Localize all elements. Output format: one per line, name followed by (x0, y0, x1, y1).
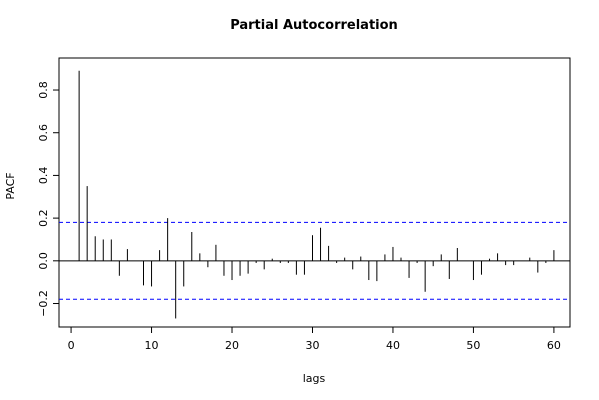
x-tick-label-40: 40 (386, 339, 400, 352)
y-tick-label-5: 0.8 (37, 81, 50, 99)
x-tick-label-0: 0 (68, 339, 75, 352)
x-tick-label-10: 10 (145, 339, 159, 352)
y-tick-label-2: 0.2 (37, 209, 50, 227)
plot-frame (58, 57, 571, 328)
chart-title: Partial Autocorrelation (230, 18, 398, 33)
x-tick-label-20: 20 (225, 339, 239, 352)
y-tick-label-1: 0.0 (37, 252, 50, 270)
x-tick-label-50: 50 (466, 339, 480, 352)
y-axis-label: PACF (4, 172, 17, 199)
y-tick-label-4: 0.6 (37, 124, 50, 142)
x-tick-label-30: 30 (305, 339, 319, 352)
plot-area: 0 10 20 30 40 50 60 −0.2 0.0 0.2 0.4 0.6 0.8 (37, 57, 571, 352)
x-axis-label: lags (303, 372, 326, 385)
y-tick-label-3: 0.4 (37, 167, 50, 185)
y-tick-label-0: −0.2 (37, 290, 50, 317)
x-tick-label-60: 60 (547, 339, 561, 352)
